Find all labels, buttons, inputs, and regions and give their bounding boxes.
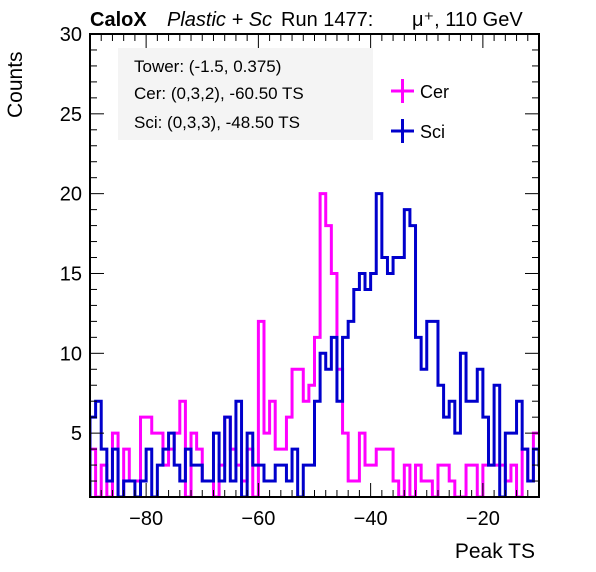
- histogram-sci-series: [90, 192, 539, 497]
- y-tick-label: 15: [60, 263, 82, 285]
- y-tick-label: 30: [60, 24, 82, 46]
- info-tower: Tower: (-1.5, 0.375): [134, 57, 281, 76]
- y-tick-label: 25: [60, 104, 82, 126]
- x-tick-label: −20: [466, 508, 500, 530]
- x-tick-label: −80: [129, 508, 163, 530]
- legend-cer-label: Cer: [420, 82, 449, 102]
- info-sci: Sci: (0,3,3), -48.50 TS: [134, 113, 300, 132]
- legend-sci-label: Sci: [420, 122, 445, 142]
- y-tick-label: 20: [60, 184, 82, 206]
- chart-run: Run 1477:: [281, 9, 373, 31]
- info-cer: Cer: (0,3,2), -60.50 TS: [134, 84, 304, 103]
- chart-detector: Plastic + Sc: [167, 9, 272, 31]
- x-tick-label: −60: [241, 508, 275, 530]
- info-panel: [118, 48, 373, 140]
- chart-beam: μ⁺, 110 GeV: [412, 9, 523, 31]
- y-tick-label: 5: [71, 423, 82, 445]
- x-axis-label: Peak TS: [455, 540, 535, 563]
- y-axis-label: Counts: [4, 51, 27, 118]
- legend: Cer Sci: [391, 79, 449, 143]
- y-tick-label: 10: [60, 343, 82, 365]
- x-tick-label: −40: [354, 508, 388, 530]
- chart-brand: CaloX: [90, 9, 147, 31]
